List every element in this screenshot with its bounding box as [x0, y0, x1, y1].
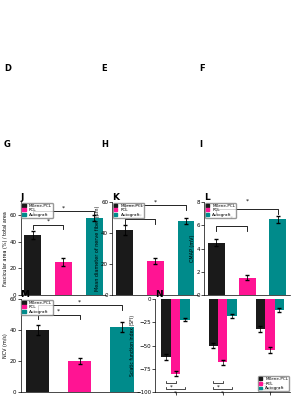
Text: *: *: [78, 300, 81, 304]
Bar: [86, 218, 103, 295]
Bar: [256, 299, 265, 329]
Text: *: *: [62, 206, 65, 211]
Text: *: *: [154, 199, 157, 204]
Text: I: I: [199, 140, 202, 149]
Bar: [116, 230, 133, 295]
Text: G: G: [4, 140, 11, 149]
Text: *: *: [174, 390, 177, 395]
Bar: [55, 262, 72, 295]
Text: F: F: [199, 64, 205, 73]
Legend: MXene-PCL, PCL, Autograft: MXene-PCL, PCL, Autograft: [205, 203, 236, 218]
Bar: [171, 299, 180, 374]
Text: K: K: [112, 193, 119, 202]
Bar: [68, 361, 91, 392]
Bar: [227, 299, 237, 316]
Bar: [208, 243, 225, 295]
Text: *: *: [138, 213, 142, 218]
Bar: [26, 330, 49, 392]
Legend: MXene-PCL, PCL, Autograft: MXene-PCL, PCL, Autograft: [258, 376, 289, 391]
Legend: MXene-PCL, PCL, Autograft: MXene-PCL, PCL, Autograft: [113, 203, 144, 218]
Bar: [209, 299, 218, 346]
Legend: MXene-PCL, PCL, Autograft: MXene-PCL, PCL, Autograft: [21, 203, 53, 218]
Bar: [110, 327, 134, 392]
Text: L: L: [204, 193, 210, 202]
Legend: MXene-PCL, PCL, Autograft: MXene-PCL, PCL, Autograft: [21, 300, 53, 315]
Bar: [239, 278, 255, 295]
Bar: [180, 299, 190, 320]
Text: *: *: [217, 385, 219, 390]
Y-axis label: Fascicular area (%) / total area: Fascicular area (%) / total area: [3, 211, 8, 286]
Text: N: N: [155, 290, 163, 299]
Y-axis label: Mean diameter of nerve fiber (μm): Mean diameter of nerve fiber (μm): [95, 206, 100, 291]
Text: *: *: [47, 219, 50, 224]
Text: *: *: [57, 309, 60, 314]
Bar: [161, 299, 171, 357]
Text: D: D: [4, 64, 11, 73]
Text: *: *: [230, 216, 233, 221]
Text: C: C: [199, 2, 205, 11]
Bar: [178, 221, 194, 295]
Text: *: *: [221, 390, 224, 395]
Bar: [265, 299, 275, 350]
Y-axis label: NCV (m/s): NCV (m/s): [3, 333, 8, 358]
Bar: [147, 261, 164, 295]
Text: *: *: [246, 198, 249, 203]
Text: E: E: [102, 64, 107, 73]
Text: *: *: [268, 390, 271, 395]
Bar: [275, 299, 284, 310]
Y-axis label: CMAP (mV): CMAP (mV): [190, 235, 195, 262]
Text: A: A: [4, 2, 11, 11]
Bar: [269, 220, 286, 295]
Text: J: J: [21, 193, 24, 202]
Text: M: M: [21, 290, 30, 299]
Bar: [218, 299, 227, 362]
Text: B: B: [102, 2, 108, 11]
Text: *: *: [264, 385, 266, 390]
Bar: [24, 235, 41, 295]
Text: H: H: [102, 140, 108, 149]
Y-axis label: Sciatic function index (SFI): Sciatic function index (SFI): [130, 315, 134, 376]
Text: *: *: [169, 385, 172, 390]
